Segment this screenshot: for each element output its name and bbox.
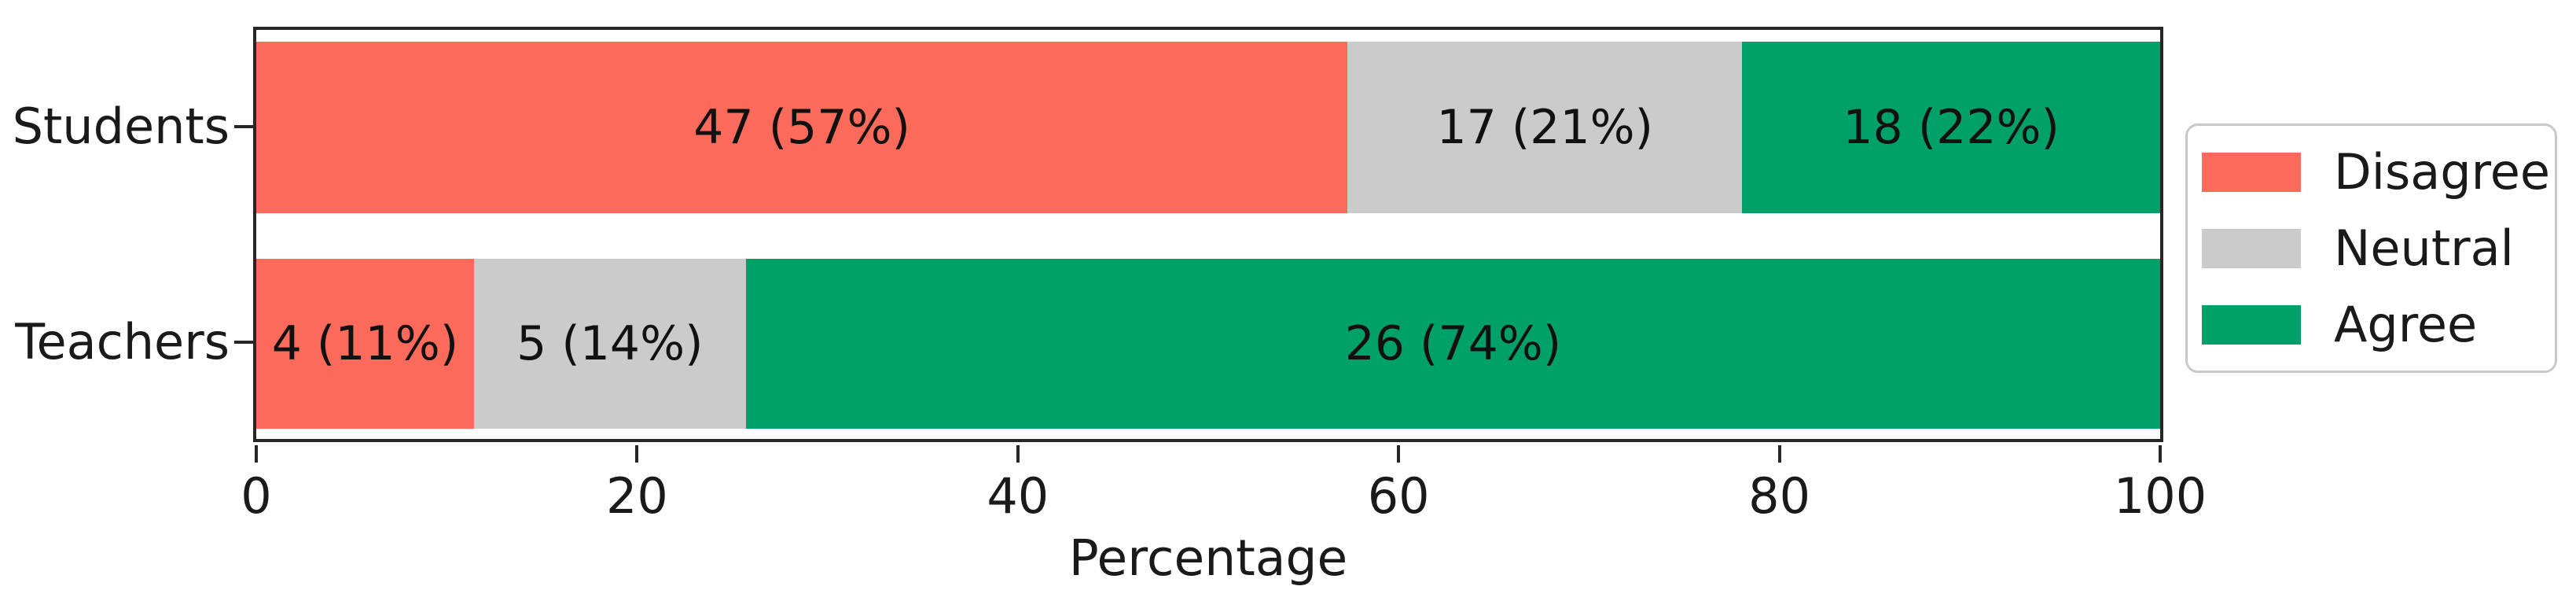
x-tick-mark-0 bbox=[255, 445, 258, 463]
legend-label-neutral: Neutral bbox=[2334, 219, 2514, 277]
x-tick-label-0: 0 bbox=[241, 467, 272, 525]
bar-value-label: 47 (57%) bbox=[693, 100, 910, 155]
bar-segment-teachers-neutral: 5 (14%) bbox=[473, 259, 746, 429]
legend-entry-agree: Agree bbox=[2202, 300, 2555, 348]
bar-value-label: 18 (22%) bbox=[1843, 100, 2060, 155]
x-tick-mark-80 bbox=[1777, 445, 1781, 463]
x-tick-label-60: 60 bbox=[1367, 467, 1430, 525]
agree-color-swatch bbox=[2202, 304, 2301, 345]
bar-value-label: 26 (74%) bbox=[1344, 316, 1562, 371]
x-tick-mark-20 bbox=[635, 445, 639, 463]
legend-box: Disagree Neutral Agree bbox=[2185, 124, 2557, 373]
x-axis-tick-labels: 0 20 40 60 80 100 bbox=[241, 467, 2207, 529]
y-category-label-teachers: Teachers bbox=[15, 313, 230, 371]
y-category-label-students: Students bbox=[12, 98, 230, 155]
legend-label-agree: Agree bbox=[2334, 295, 2478, 353]
plot-area: 47 (57%) 17 (21%) 18 (22%) 4 (11%) 5 (14%) 2… bbox=[253, 27, 2163, 442]
x-tick-label-40: 40 bbox=[987, 467, 1049, 525]
x-tick-mark-100 bbox=[2159, 445, 2162, 463]
bar-segment-students-neutral: 17 (21%) bbox=[1347, 42, 1743, 213]
bar-segment-students-agree: 18 (22%) bbox=[1742, 42, 2160, 213]
legend-entry-neutral: Neutral bbox=[2202, 223, 2555, 272]
x-tick-label-20: 20 bbox=[605, 467, 668, 525]
bar-value-label: 17 (21%) bbox=[1436, 100, 1654, 155]
bar-students: 47 (57%) 17 (21%) 18 (22%) bbox=[256, 42, 2160, 213]
x-tick-label-100: 100 bbox=[2113, 467, 2207, 525]
bar-value-label: 5 (14%) bbox=[516, 316, 704, 371]
y-tick-mark-teachers bbox=[234, 341, 253, 344]
legend-entry-disagree: Disagree bbox=[2202, 147, 2555, 196]
y-tick-mark-students bbox=[234, 125, 253, 128]
disagree-color-swatch bbox=[2202, 152, 2301, 192]
bar-segment-students-disagree: 47 (57%) bbox=[256, 42, 1348, 213]
bar-segment-teachers-disagree: 4 (11%) bbox=[256, 259, 474, 429]
x-tick-label-80: 80 bbox=[1748, 467, 1811, 525]
x-tick-mark-60 bbox=[1397, 445, 1401, 463]
x-axis-title: Percentage bbox=[1068, 529, 1348, 587]
bar-teachers: 4 (11%) 5 (14%) 26 (74%) bbox=[256, 259, 2160, 429]
x-axis-tick-marks bbox=[255, 445, 2162, 463]
bar-segment-teachers-agree: 26 (74%) bbox=[745, 259, 2160, 429]
bar-value-label: 4 (11%) bbox=[271, 316, 459, 371]
neutral-color-swatch bbox=[2202, 228, 2301, 268]
x-tick-mark-40 bbox=[1016, 445, 1020, 463]
legend-label-disagree: Disagree bbox=[2334, 142, 2551, 201]
